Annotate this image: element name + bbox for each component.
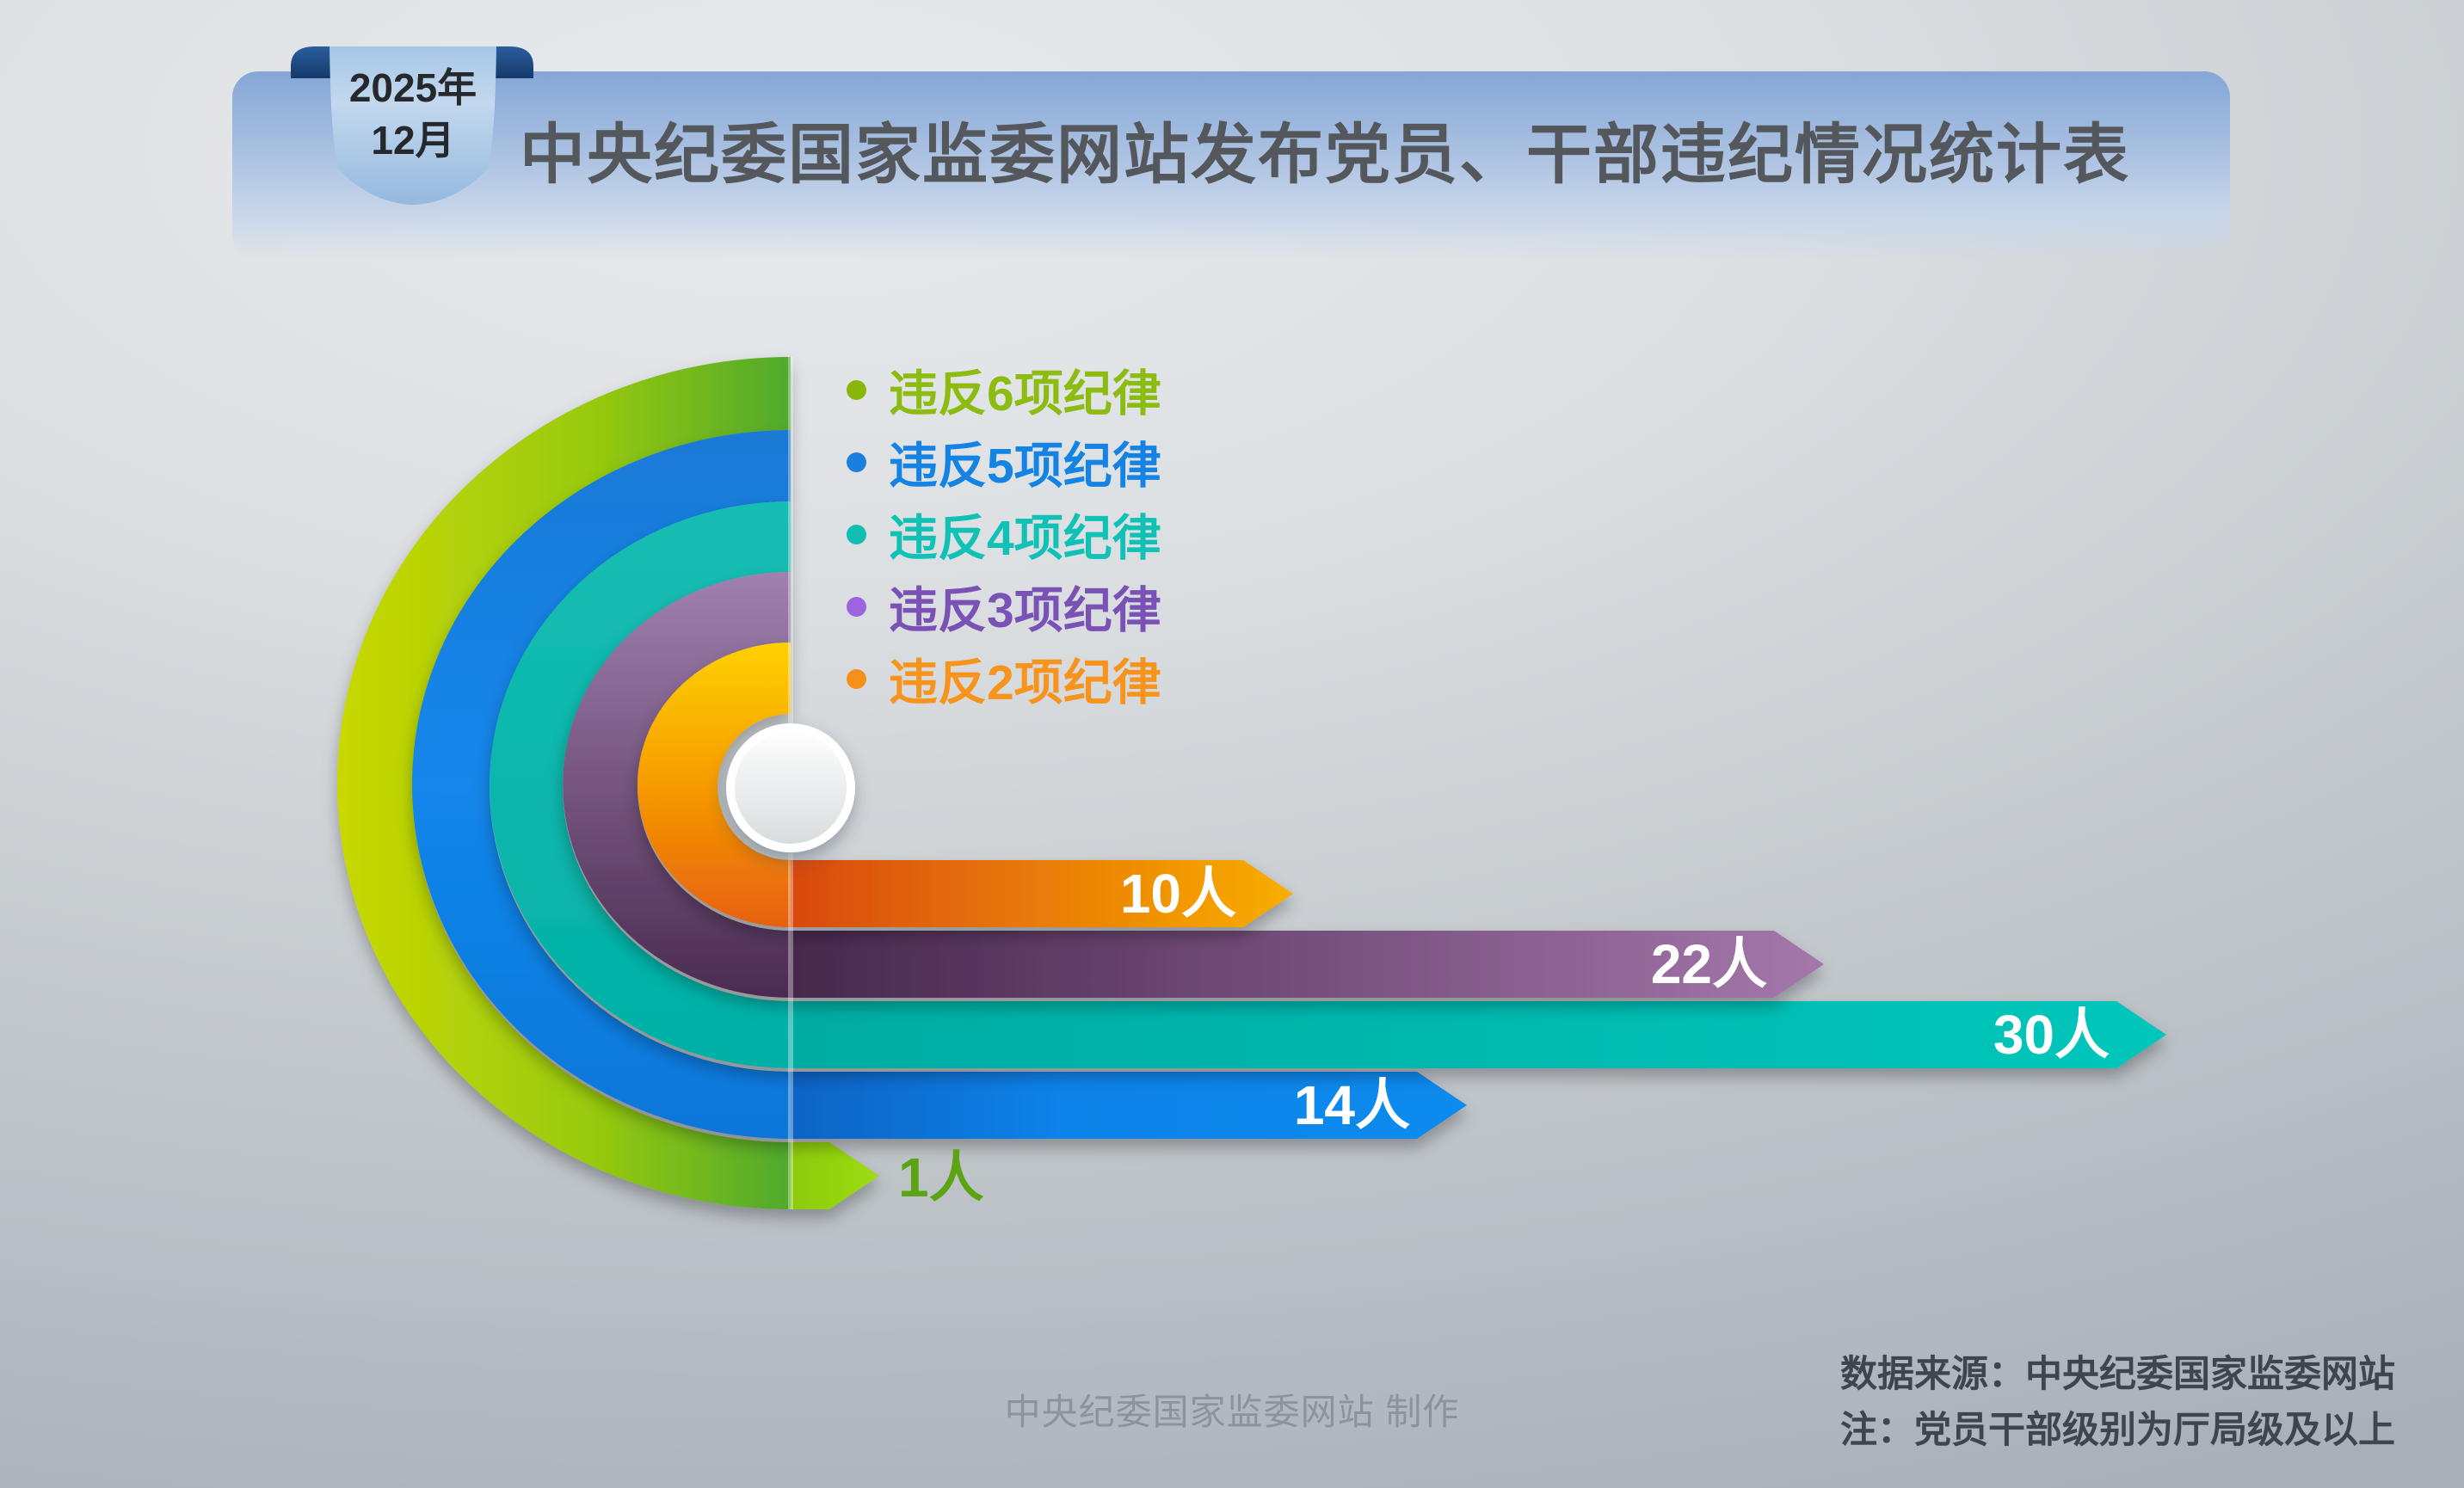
bar-value-3-violations: 22人 bbox=[1651, 933, 1767, 995]
bar-6-violations bbox=[791, 1142, 879, 1209]
legend-item-3-violations: 违反3项纪律 bbox=[847, 570, 1161, 643]
hub-circle bbox=[726, 723, 855, 852]
title-banner bbox=[232, 71, 2230, 261]
legend-bullet-blue-icon bbox=[847, 452, 866, 472]
data-source-note: 数据来源：中央纪委国家监委网站 bbox=[1840, 1354, 2395, 1395]
producer-credit: 中央纪委国家监委网站 制作 bbox=[1004, 1392, 1460, 1432]
legend-bullet-orange-icon bbox=[847, 668, 866, 689]
date-month: 12月 bbox=[371, 117, 455, 163]
bar-value-4-violations: 30人 bbox=[1993, 1004, 2110, 1066]
legend: 违反6项纪律 违反5项纪律 违反4项纪律 违反3项纪律 违反2项纪律 bbox=[847, 354, 1161, 715]
series-6-violations bbox=[336, 357, 879, 1209]
date-ribbon bbox=[291, 46, 533, 205]
legend-item-5-violations: 违反5项纪律 bbox=[847, 426, 1161, 498]
bar-value-5-violations: 14人 bbox=[1294, 1074, 1410, 1136]
legend-item-2-violations: 违反2项纪律 bbox=[847, 643, 1161, 715]
date-ribbon-text: 2025年 12月 bbox=[330, 62, 496, 166]
scope-note: 注：党员干部级别为厅局级及以上 bbox=[1840, 1410, 2395, 1452]
legend-label: 违反5项纪律 bbox=[889, 439, 1161, 494]
legend-bullet-purple-icon bbox=[847, 596, 866, 617]
legend-label: 违反4项纪律 bbox=[889, 511, 1161, 566]
legend-label: 违反3项纪律 bbox=[889, 583, 1161, 638]
bar-value-2-violations: 10人 bbox=[1120, 863, 1236, 925]
ring-4-violations bbox=[490, 501, 791, 1068]
date-year: 2025年 bbox=[348, 65, 477, 110]
series-3-violations bbox=[563, 572, 1824, 998]
legend-label: 违反2项纪律 bbox=[889, 655, 1161, 710]
bar-3-violations bbox=[791, 931, 1824, 998]
source-notes: 数据来源：中央纪委国家监委网站 注：党员干部级别为厅局级及以上 bbox=[1840, 1347, 2395, 1460]
ring-5-violations bbox=[412, 430, 791, 1139]
series-2-violations bbox=[638, 643, 1293, 927]
series-4-violations bbox=[490, 501, 2166, 1068]
ring-2-violations bbox=[638, 643, 791, 927]
legend-bullet-green-icon bbox=[847, 379, 866, 400]
page-title: 中央纪委国家监委网站发布党员、干部违纪情况统计表 bbox=[520, 119, 2130, 192]
bar-2-violations bbox=[791, 860, 1293, 927]
bar-5-violations bbox=[791, 1072, 1467, 1139]
legend-bullet-teal-icon bbox=[847, 524, 866, 544]
bar-value-6-violations: 1人 bbox=[898, 1147, 984, 1208]
series-5-violations bbox=[412, 430, 1467, 1139]
legend-item-6-violations: 违反6项纪律 bbox=[847, 354, 1161, 426]
ribbon-body bbox=[330, 46, 496, 205]
bar-4-violations bbox=[791, 1001, 2166, 1068]
ring-6-violations bbox=[336, 357, 791, 1209]
legend-label: 违反6项纪律 bbox=[889, 366, 1161, 421]
ring-3-violations bbox=[563, 572, 791, 998]
legend-item-4-violations: 违反4项纪律 bbox=[847, 498, 1161, 570]
